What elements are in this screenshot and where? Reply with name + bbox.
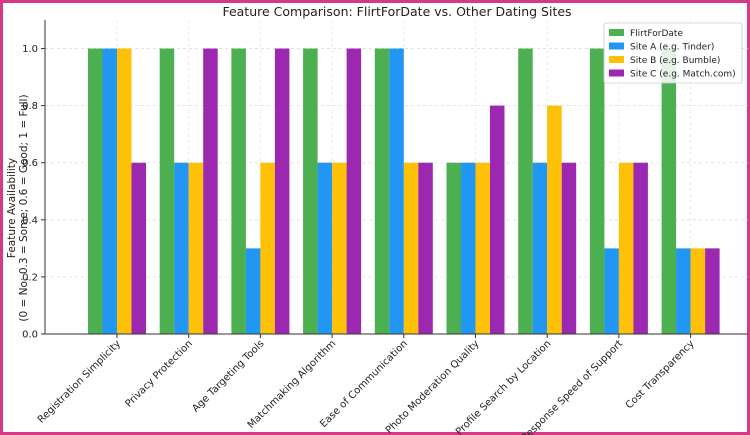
bar (174, 162, 189, 334)
legend-label: Site C (e.g. Match.com) (630, 70, 736, 80)
bar (446, 162, 461, 334)
bar (303, 48, 318, 334)
bar (102, 48, 117, 334)
bar (690, 248, 706, 334)
bar (561, 162, 577, 334)
legend-swatch (609, 42, 624, 50)
bar (374, 48, 390, 334)
bar (661, 48, 677, 334)
y-tick-label: 0.2 (22, 272, 38, 283)
x-tick-label: Age Targeting Tools (190, 338, 266, 414)
bar (403, 162, 419, 334)
bar (274, 48, 290, 334)
y-axis-label: Feature Availability (0 = No; 0.3 = Some… (6, 94, 30, 321)
bar (131, 162, 146, 334)
bar (245, 248, 261, 334)
bar (461, 162, 476, 334)
bar (705, 248, 720, 334)
bar (532, 162, 548, 334)
y-tick-labels: 0.0 0.2 0.4 0.6 0.8 1.0 (22, 44, 38, 340)
legend-box (603, 22, 743, 84)
bar (346, 48, 362, 334)
bar (332, 162, 347, 334)
bar (317, 162, 333, 334)
bar (260, 162, 275, 334)
bar (188, 162, 204, 334)
bar (633, 162, 648, 334)
axes (41, 20, 748, 338)
y-axis-label-line1: Feature Availability (6, 158, 18, 258)
legend-label: Site B (e.g. Bumble) (630, 56, 720, 66)
bar (117, 48, 132, 334)
bar (547, 105, 562, 335)
bar (231, 48, 246, 334)
bar (604, 248, 619, 334)
chart-title: Feature Comparison: FlirtForDate vs. Oth… (222, 4, 571, 19)
bar (589, 48, 605, 334)
x-tick-label: Registration Simplicity (36, 338, 123, 425)
bar (389, 48, 404, 334)
bar (418, 162, 433, 334)
x-tick-label: Privacy Protection (123, 338, 194, 409)
y-tick-label: 0.4 (22, 215, 38, 226)
bar (159, 48, 175, 334)
bar (676, 248, 691, 334)
bar (618, 162, 634, 334)
y-tick-label: 1.0 (22, 44, 38, 55)
legend: FlirtForDate Site A (e.g. Tinder) Site B (… (603, 22, 743, 84)
x-tick-label: Cost Transparency (624, 338, 697, 411)
bar (203, 48, 218, 334)
bar (475, 162, 490, 334)
x-tick-labels: Registration Simplicity Privacy Protectio… (36, 338, 697, 435)
bar (490, 105, 505, 335)
bar (518, 48, 533, 334)
legend-label: FlirtForDate (630, 29, 683, 39)
legend-swatch (609, 56, 624, 63)
y-tick-label: 0.6 (22, 158, 38, 169)
y-tick-label: 0.8 (22, 101, 38, 112)
y-axis-label-line2: (0 = No; 0.3 = Some; 0.6 = Good; 1 = Ful… (18, 94, 30, 321)
bars (88, 48, 720, 335)
legend-swatch (609, 29, 624, 36)
y-tick-label: 0.0 (22, 330, 38, 341)
legend-label: Site A (e.g. Tinder) (630, 43, 714, 53)
legend-swatch (609, 69, 624, 77)
bar (88, 48, 103, 334)
